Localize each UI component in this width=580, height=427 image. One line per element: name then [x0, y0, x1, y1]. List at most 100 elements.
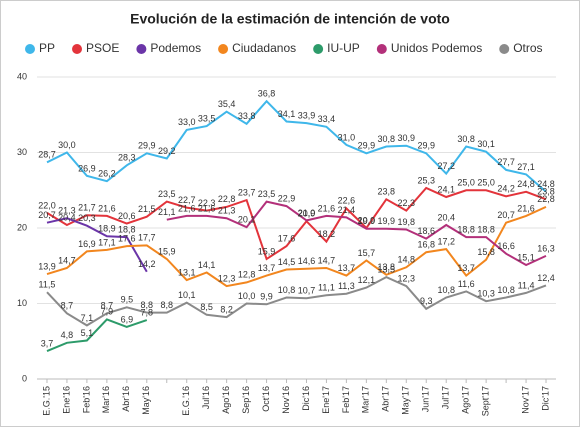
x-tick-label: Ene'17: [321, 386, 331, 414]
y-tick-label: 0: [22, 373, 27, 383]
data-label: 12,3: [398, 274, 416, 284]
data-label: 22,0: [38, 200, 56, 210]
data-label: 21,4: [338, 205, 356, 215]
data-label: 33,9: [298, 110, 316, 120]
data-label: 21,1: [158, 207, 176, 217]
data-label: 8,8: [160, 300, 173, 310]
legend-marker: [499, 44, 510, 54]
data-label: 22,8: [218, 194, 236, 204]
legend-label: Otros: [513, 41, 542, 55]
data-label: 29,9: [138, 141, 156, 151]
data-label: 15,1: [517, 252, 535, 262]
data-label: 18,8: [457, 224, 475, 234]
data-label: 11,1: [318, 283, 335, 293]
data-label: 15,9: [158, 246, 176, 256]
data-label: 22,3: [198, 198, 216, 208]
data-label: 21,5: [138, 204, 156, 214]
legend-marker: [136, 44, 147, 54]
y-tick-label: 30: [17, 147, 27, 157]
data-label: 15,8: [477, 247, 495, 257]
data-label: 22,9: [278, 193, 296, 203]
data-label: 33,0: [178, 117, 196, 127]
data-label: 22,3: [398, 198, 416, 208]
series-line: [46, 318, 148, 353]
x-tick-label: Mar'16: [101, 386, 111, 413]
legend-label: IU-UP: [327, 41, 360, 55]
x-tick-label: Dic'17: [540, 386, 550, 411]
data-label: 16,3: [537, 243, 555, 253]
legend-label: PP: [39, 41, 55, 55]
data-label: 21,0: [298, 208, 316, 218]
x-tick-label: Nov'17: [520, 386, 530, 414]
data-label: 5,1: [81, 328, 94, 338]
series-line: [46, 205, 547, 288]
data-label: 22,6: [338, 196, 356, 206]
x-tick-label: Ago'16: [221, 386, 231, 414]
data-label: 20,7: [38, 210, 56, 220]
data-label: 20,7: [497, 210, 515, 220]
data-label: 14,7: [58, 255, 76, 265]
data-label: 28,3: [118, 153, 136, 163]
data-label: 30,0: [58, 140, 76, 150]
data-label: 13,8: [378, 262, 396, 272]
data-label: 20,6: [118, 211, 136, 221]
legend-label: PSOE: [86, 41, 119, 55]
data-label: 6,9: [121, 314, 134, 324]
data-label: 20,4: [437, 212, 455, 222]
data-label: 17,2: [437, 237, 455, 247]
legend-marker: [218, 44, 229, 54]
x-tick-label: Ago'17: [461, 386, 471, 414]
chart-title: Evolución de la estimación de intención …: [130, 11, 450, 27]
data-label: 24,8: [517, 179, 535, 189]
data-label: 15,9: [258, 246, 276, 256]
x-tick-label: May'17: [401, 386, 411, 415]
data-label: 21,3: [218, 206, 236, 216]
data-label: 33,5: [198, 113, 216, 123]
legend-label: Unidos Podemos: [391, 41, 482, 55]
data-label: 26,2: [98, 169, 116, 179]
data-label: 33,8: [238, 111, 256, 121]
series-line: [46, 99, 547, 193]
data-label: 22,7: [178, 195, 196, 205]
data-label: 14,2: [138, 259, 156, 269]
x-tick-label: Jul'16: [201, 386, 211, 409]
data-label: 21,6: [98, 203, 116, 213]
data-label: 19,8: [398, 217, 416, 227]
x-tick-label: Feb'17: [341, 386, 351, 413]
x-tick-label: Jun'17: [421, 386, 431, 412]
data-label: 3,7: [41, 338, 54, 348]
x-tick-label: Dic'16: [301, 386, 311, 411]
data-label: 10,8: [497, 285, 515, 295]
x-tick-label: Abr'16: [121, 386, 131, 412]
data-label: 20,9: [298, 209, 316, 219]
data-label: 10,1: [178, 290, 196, 300]
x-tick-label: Oct'16: [261, 386, 271, 412]
x-tick-label: Sep'16: [241, 386, 251, 414]
data-label: 21,6: [517, 203, 535, 213]
data-label: 13,5: [378, 264, 396, 274]
x-tick-label: Mar'17: [361, 386, 371, 413]
data-label: 35,4: [218, 99, 236, 109]
data-label: 24,2: [497, 184, 515, 194]
data-label: 30,1: [477, 139, 495, 149]
data-label: 18,2: [318, 229, 336, 239]
series-line: [46, 217, 148, 273]
data-label: 8,7: [61, 301, 74, 311]
y-tick-label: 20: [17, 222, 27, 232]
data-label: 14,6: [298, 256, 316, 266]
data-label: 9,3: [420, 296, 433, 306]
data-label: 9,9: [260, 292, 273, 302]
legend-marker: [376, 44, 387, 54]
data-label: 16,6: [497, 241, 515, 251]
series-line: [46, 275, 547, 327]
data-label: 10,0: [238, 291, 256, 301]
data-label: 13,7: [338, 263, 356, 273]
data-label: 8,7: [101, 301, 114, 311]
data-label: 13,9: [38, 261, 56, 271]
data-label: 15,7: [358, 248, 376, 258]
x-tick-label: Sept'17: [481, 386, 491, 416]
data-label: 16,9: [78, 239, 96, 249]
data-label: 12,3: [218, 274, 236, 284]
data-label: 33,4: [318, 114, 336, 124]
data-label: 16,8: [417, 240, 435, 250]
